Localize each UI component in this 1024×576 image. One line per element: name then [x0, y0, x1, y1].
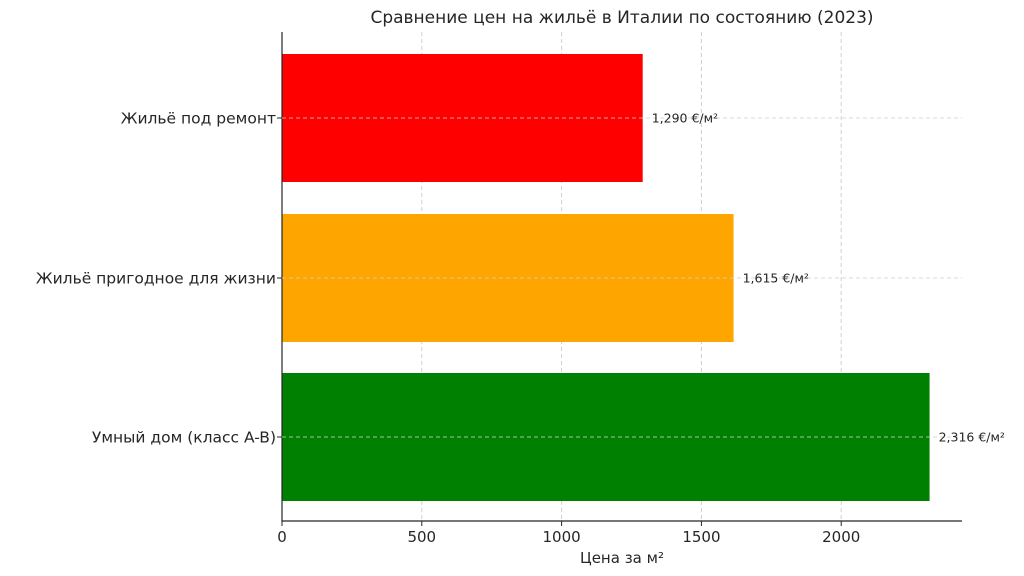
chart-title: Сравнение цен на жильё в Италии по состо… [370, 8, 873, 28]
x-axis-title: Цена за м² [580, 549, 664, 567]
x-tick-label: 1000 [543, 528, 581, 546]
y-tick-label: Жильё под ремонт [121, 110, 276, 128]
data-label: 2,316 €/м² [939, 430, 1005, 445]
x-tick-label: 0 [277, 528, 287, 546]
y-tick-label: Умный дом (класс A-B) [92, 429, 276, 447]
x-tick-label: 2000 [822, 528, 860, 546]
x-tick-label: 1500 [682, 528, 720, 546]
y-tick-label: Жильё пригодное для жизни [36, 270, 276, 288]
bar [282, 54, 643, 182]
data-label: 1,615 €/м² [743, 271, 809, 286]
data-label: 1,290 €/м² [652, 111, 718, 126]
x-tick-label: 500 [407, 528, 436, 546]
